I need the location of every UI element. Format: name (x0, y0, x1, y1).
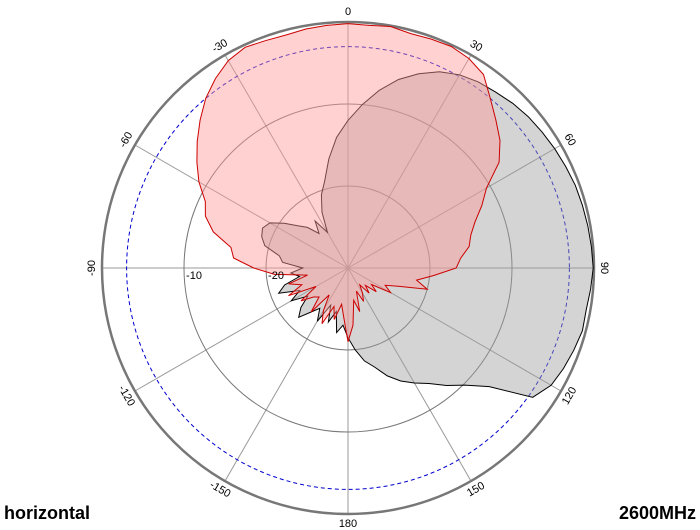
grid-ring (183, 103, 513, 433)
angle-tick-label: -90 (86, 260, 98, 276)
spoke (347, 267, 562, 392)
angle-tick-label: 0 (345, 6, 351, 18)
grid-ring (265, 185, 431, 351)
pattern-trace (196, 23, 501, 342)
grid (100, 20, 596, 516)
spoke (347, 54, 472, 269)
reference-ring (126, 46, 570, 490)
mode-label: horizontal (4, 503, 90, 523)
outer-ring (100, 20, 596, 516)
spoke (224, 267, 349, 482)
plot-area (196, 23, 594, 398)
radial-tick-label: -20 (268, 270, 284, 282)
spoke (347, 267, 472, 482)
frequency-label: 2600MHz (619, 503, 696, 523)
angle-tick-label: 30 (468, 38, 485, 55)
spoke (347, 144, 562, 269)
angle-tick-label: 60 (562, 132, 579, 149)
pattern-trace (261, 71, 594, 398)
radial-tick-label: -10 (186, 270, 202, 282)
spoke (134, 267, 349, 392)
spoke (134, 144, 349, 269)
angle-tick-label: 90 (598, 262, 610, 274)
angle-tick-label: 180 (339, 518, 357, 530)
